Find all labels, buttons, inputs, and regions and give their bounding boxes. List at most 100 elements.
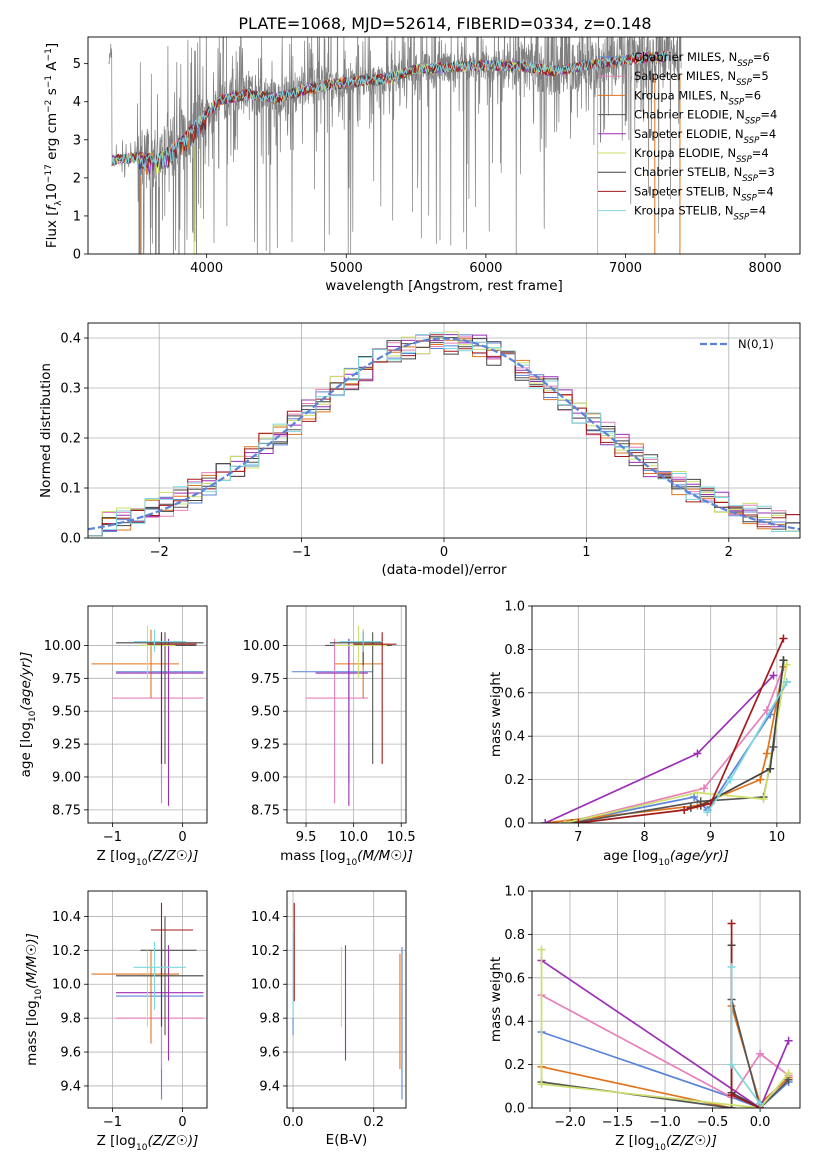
legend-sub: SSP [736, 78, 752, 88]
legend-sub: SSP [745, 117, 761, 127]
y-tick-label: 8.75 [251, 803, 280, 818]
weight-marker-kroupa_stelib [782, 677, 791, 686]
weight-marker-kroupa_miles [762, 749, 771, 758]
weight-marker-kroupa_stelib [727, 1060, 736, 1069]
y-tick-label: 9.75 [251, 672, 280, 687]
x-axis-label: E(B-V) [326, 1132, 368, 1148]
weight-marker-kroupa_elodie [782, 660, 791, 669]
plot-area-age_vs_mass [287, 606, 406, 823]
legend-entry-chabrier_miles: Chabrier MILES, NSSP=6 [634, 50, 770, 69]
x-tick-label: 7 [574, 830, 582, 845]
histogram-kroupa_stelib [88, 332, 800, 537]
weight-line-kroupa_elodie [540, 949, 790, 1108]
axes-frame [286, 605, 407, 824]
legend-label: Chabrier MILES, N [634, 50, 737, 64]
weight-marker-kroupa_elodie [693, 788, 702, 797]
legend-entry-salpeter_elodie: Salpeter ELODIE, NSSP=4 [634, 127, 776, 146]
x-tick-label: 10.5 [387, 830, 416, 845]
x-tick-label: 0.0 [750, 1115, 771, 1130]
y-tick-label: 9.50 [52, 705, 81, 720]
weight-marker-kroupa_elodie [561, 819, 570, 823]
weight-line-salpeter_miles [541, 994, 790, 1099]
label-part: (M/M☉)] [24, 933, 40, 989]
x-axis-label: age [log10(age/yr)] [603, 848, 729, 868]
legend-tail: =5 [752, 69, 769, 83]
legend-label: Chabrier ELODIE, N [634, 108, 745, 122]
label-subscript: 10 [28, 710, 38, 722]
x-tick-label: 10 [769, 830, 786, 845]
x-axis-label: Z [log10(Z/Z☉)] [97, 848, 199, 868]
legend-sub: SSP [729, 97, 745, 107]
y-tick-label: 0.2 [60, 432, 81, 447]
x-tick-label: 2 [725, 545, 733, 560]
weight-marker-salpeter_elodie [541, 819, 550, 823]
plot-area-age_vs_Z [88, 606, 207, 823]
y-tick-label: 0.0 [60, 532, 81, 547]
panel-spectrum: 4000 5000 6000 7000 8000 0 1 2 3 4 5 wavelength [An… [44, 36, 801, 294]
y-tick-label: 9.8 [259, 1012, 280, 1027]
legend-tail: =6 [744, 88, 761, 102]
x-tick-label: 4000 [190, 261, 223, 276]
weight-marker-kroupa_elodie [759, 795, 768, 804]
y-tick-label: 0.4 [60, 332, 81, 347]
x-axis-label: Z [log10(Z/Z☉)] [97, 1133, 199, 1153]
axes-frame [286, 890, 407, 1109]
y-tick-label: 1.0 [504, 885, 525, 900]
label-part: −1 [44, 75, 54, 88]
label-subscript: 10 [346, 858, 358, 868]
plot-area-mass_vs_ebv [287, 891, 406, 1108]
legend-label: Salpeter ELODIE, N [634, 127, 744, 141]
panel-mass_vs_Z: −1 0 9.4 9.6 9.8 10.0 10.2 10.4 Z [log10(Z/Z☉)] m… [24, 890, 208, 1153]
label-part: (age/yr)] [18, 652, 34, 711]
x-tick-label: −1 [103, 830, 122, 845]
y-axis-label: age [log10(age/yr)] [18, 652, 38, 778]
legend-entry-chabrier_elodie: Chabrier ELODIE, NSSP=4 [634, 108, 777, 127]
weight-marker-salpeter_elodie [693, 749, 702, 758]
label-part: erg cm [44, 113, 60, 164]
plot-area-spectrum [108, 37, 682, 254]
weight-marker-salpeter_stelib [727, 919, 736, 928]
y-tick-label: 10.0 [251, 978, 280, 993]
legend-entry-kroupa_elodie: Kroupa ELODIE, NSSP=4 [634, 146, 769, 165]
normal-curve [88, 337, 800, 531]
x-tick-label: −0.5 [697, 1115, 729, 1130]
weight-marker-kroupa_miles [756, 775, 765, 784]
y-tick-label: 9.4 [60, 1079, 81, 1094]
x-tick-label: −1 [103, 1115, 122, 1130]
y-tick-label: 9.25 [251, 738, 280, 753]
x-axis-label: Z [log10(Z/Z☉)] [615, 1133, 717, 1153]
y-tick-label: 0.1 [60, 482, 81, 497]
legend-tail: =4 [752, 146, 769, 160]
y-tick-label: 9.6 [60, 1046, 81, 1061]
x-tick-label: 0 [440, 545, 448, 560]
y-tick-label: 0.8 [504, 643, 525, 658]
weight-marker-chabrier_miles [690, 792, 699, 801]
axes-frame [87, 890, 208, 1109]
y-tick-label: 9.4 [259, 1079, 280, 1094]
y-tick-label: 0.6 [504, 686, 525, 701]
legend-sub: SSP [736, 155, 752, 165]
y-tick-label: 1.0 [504, 600, 525, 615]
y-tick-label: 0.8 [504, 928, 525, 943]
legend-label: Kroupa STELIB, N [634, 204, 734, 218]
label-part: −2 [44, 100, 54, 113]
weight-marker-salpeter_miles [756, 1049, 765, 1058]
x-tick-label: 0.0 [283, 1115, 304, 1130]
weight-marker-salpeter_stelib [727, 1090, 736, 1099]
legend-tail: =4 [749, 204, 766, 218]
plot-area-mass_vs_Z [88, 891, 207, 1108]
plot-area-mass_weight_vs_age [532, 606, 800, 823]
y-tick-label: 9.8 [60, 1012, 81, 1027]
axes-frame [531, 605, 801, 824]
y-tick-label: 10.4 [251, 910, 280, 925]
weight-marker-chabrier_elodie [567, 819, 576, 823]
weight-marker-chabrier_stelib [779, 656, 788, 665]
legend-entry-kroupa_stelib: Kroupa STELIB, NSSP=4 [634, 204, 766, 223]
weight-line-kroupa_stelib [730, 967, 761, 1105]
x-tick-label: −2 [150, 545, 169, 560]
x-tick-label: 0 [178, 1115, 186, 1130]
label-subscript: 10 [34, 989, 44, 1001]
weight-marker-salpeter_elodie [784, 1036, 793, 1045]
weight-marker-salpeter_elodie [769, 671, 778, 680]
legend-tail: =4 [757, 184, 774, 198]
